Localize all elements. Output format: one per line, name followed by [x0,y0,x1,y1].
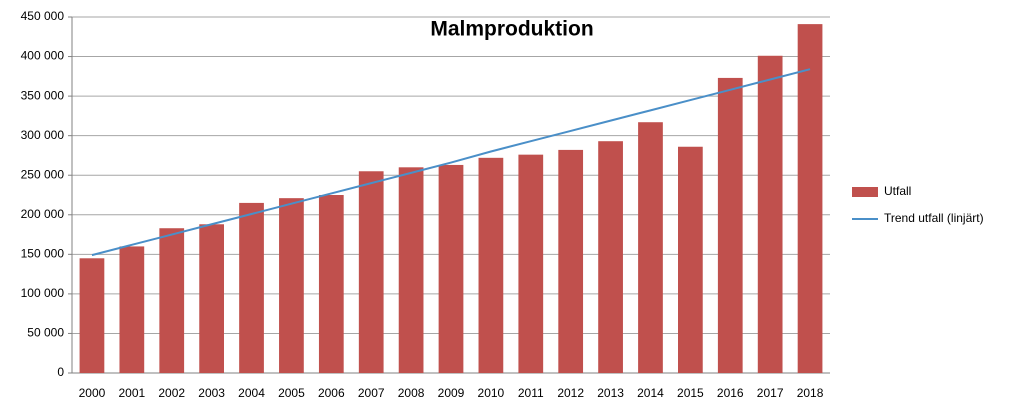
y-tick-label: 50 000 [27,326,64,340]
bar [239,202,264,373]
bar [558,149,584,373]
x-tick-label: 2009 [438,386,465,400]
bar [638,122,663,374]
bar [318,195,344,373]
bar [398,167,424,373]
bar [678,146,703,373]
legend-label: Utfall [884,184,911,198]
bar [717,77,743,373]
x-tick-label: 2018 [797,386,824,400]
y-tick-label: 300 000 [21,128,65,142]
y-tick-label: 250 000 [21,167,65,181]
x-tick-label: 2012 [557,386,584,400]
x-tick-label: 2014 [637,386,664,400]
x-tick-label: 2008 [398,386,425,400]
legend-swatch [852,187,878,197]
bar [159,228,185,373]
bar [797,24,823,374]
x-tick-label: 2002 [158,386,185,400]
y-tick-label: 450 000 [21,9,65,23]
x-tick-label: 2000 [79,386,106,400]
y-tick-label: 200 000 [21,207,65,221]
trend-line [91,68,811,257]
x-tick-label: 2007 [358,386,385,400]
bar [358,171,384,373]
x-tick-label: 2016 [717,386,744,400]
y-tick-label: 0 [57,365,64,379]
bar [598,141,623,373]
y-tick-label: 100 000 [21,286,65,300]
x-tick-label: 2006 [318,386,345,400]
bar [119,246,145,373]
x-tick-label: 2004 [238,386,265,400]
y-tick-label: 400 000 [21,49,65,63]
x-tick-label: 2013 [597,386,624,400]
bar [478,157,504,373]
bar [79,258,105,373]
bar [757,55,783,374]
y-tick-label: 350 000 [21,88,65,102]
x-tick-label: 2005 [278,386,305,400]
x-tick-label: 2015 [677,386,704,400]
chart-title: Malmproduktion [430,18,593,41]
bar [199,224,224,373]
bar [279,198,304,373]
legend-label: Trend utfall (linjärt) [884,211,984,225]
bar [438,164,464,373]
x-tick-label: 2010 [478,386,505,400]
y-tick-label: 150 000 [21,247,65,261]
x-tick-label: 2017 [757,386,784,400]
x-tick-label: 2011 [518,386,544,400]
x-tick-label: 2003 [198,386,225,400]
x-tick-label: 2001 [118,386,145,400]
bar [518,154,544,373]
